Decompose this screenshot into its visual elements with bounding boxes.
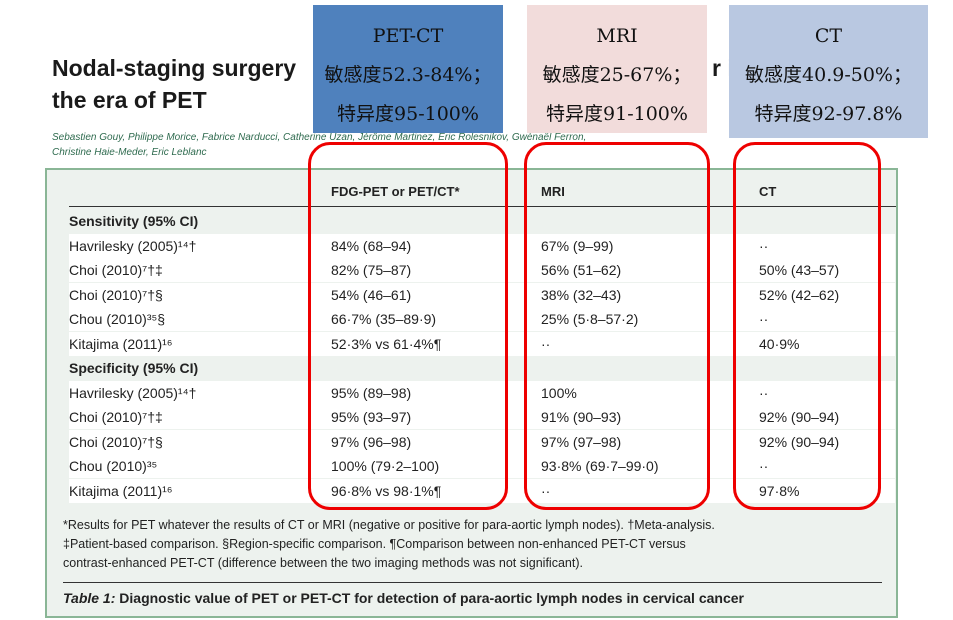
table-header-row: FDG-PET or PET/CT* MRI CT — [69, 180, 895, 204]
caption-divider — [63, 582, 882, 583]
mri-cell: 97% (97–98) — [541, 433, 622, 450]
callout-specificity: 特异度91-100% — [546, 103, 688, 125]
title-line-1-end: r i — [712, 55, 734, 81]
section-heading: Specificity (95% CI) — [69, 356, 895, 380]
mri-cell: 56% (51–62) — [541, 262, 622, 278]
study-cell: Choi (2010)⁷†‡ — [69, 409, 163, 425]
study-cell: Havrilesky (2005)¹⁴† — [69, 384, 197, 401]
section-label: Specificity (95% CI) — [69, 360, 199, 376]
title-line-2: the era of PET — [52, 87, 207, 113]
table-row: Kitajima (2011)¹⁶ 52·3% vs 61·4%¶ ·· 40·9% — [69, 331, 895, 356]
pet-cell: 95% (89–98) — [331, 384, 412, 401]
callout-title: CT — [814, 25, 843, 47]
callout-specificity: 特异度92-97.8% — [754, 103, 903, 125]
article-title: Nodal-staging surgery r i the era of PET — [52, 52, 752, 116]
table-row: Choi (2010)⁷†§ 54% (46–61) 38% (32–43) 52% … — [69, 282, 895, 307]
footnotes: *Results for PET whatever the results of… — [63, 516, 893, 573]
table-row: Choi (2010)⁷†§ 97% (96–98) 97% (97–98) 92% … — [69, 429, 895, 454]
highlight-pet-column — [308, 142, 508, 510]
study-cell: Choi (2010)⁷†§ — [69, 433, 163, 450]
callout-pet-ct: PET-CT 敏感度52.3-84%； 特异度95-100% — [313, 5, 503, 133]
ct-cell: 52% (42–62) — [759, 286, 840, 303]
mri-cell: 93·8% (69·7–99·0) — [541, 458, 659, 474]
table-row: Chou (2010)³⁵ 100% (79·2–100) 93·8% (69·7–… — [69, 454, 895, 478]
pet-cell: 82% (75–87) — [331, 262, 412, 278]
header-pet: FDG-PET or PET/CT* — [331, 184, 460, 199]
mri-cell: 38% (32–43) — [541, 286, 622, 303]
footnote-2: ‡Patient-based comparison. §Region-speci… — [63, 537, 686, 551]
ct-cell: ·· — [759, 384, 769, 401]
pet-cell: 52·3% vs 61·4%¶ — [331, 335, 442, 352]
pet-cell: 95% (93–97) — [331, 409, 412, 425]
callout-sensitivity: 敏感度40.9-50%； — [745, 64, 912, 86]
pet-cell: 54% (46–61) — [331, 286, 412, 303]
pet-cell: 66·7% (35–89·9) — [331, 311, 437, 327]
highlight-ct-column — [733, 142, 881, 510]
header-mri: MRI — [541, 184, 565, 199]
ct-cell: 92% (90–94) — [759, 409, 840, 425]
pet-cell: 96·8% vs 98·1%¶ — [331, 482, 442, 499]
ct-cell: ·· — [759, 311, 769, 327]
table-row: Chou (2010)³⁵§ 66·7% (35–89·9) 25% (5·8–57… — [69, 307, 895, 331]
highlight-mri-column — [524, 142, 710, 510]
table-row: Havrilesky (2005)¹⁴† 84% (68–94) 67% (9–99… — [69, 233, 895, 258]
study-cell: Chou (2010)³⁵ — [69, 458, 158, 474]
header-ct: CT — [759, 184, 777, 199]
callout-specificity: 特异度95-100% — [337, 103, 479, 125]
ct-cell: 97·8% — [759, 482, 800, 499]
table-row: Choi (2010)⁷†‡ 82% (75–87) 56% (51–62) 50% … — [69, 258, 895, 282]
title-line-1: Nodal-staging surgery — [52, 55, 297, 81]
table-row: Choi (2010)⁷†‡ 95% (93–97) 91% (90–93) 92% … — [69, 405, 895, 429]
authors-line-1: Sebastien Gouy, Philippe Morice, Fabrice… — [52, 132, 587, 143]
study-cell: Choi (2010)⁷†§ — [69, 286, 163, 303]
caption-text: Diagnostic value of PET or PET-CT for de… — [115, 590, 744, 606]
mri-cell: ·· — [541, 335, 551, 352]
study-cell: Havrilesky (2005)¹⁴† — [69, 237, 197, 254]
callout-sensitivity: 敏感度52.3-84%； — [324, 64, 492, 86]
callout-ct: CT 敏感度40.9-50%； 特异度92-97.8% — [729, 5, 928, 138]
ct-cell: 92% (90–94) — [759, 433, 840, 450]
ct-cell: ·· — [759, 458, 769, 474]
ct-cell: 40·9% — [759, 335, 800, 352]
study-cell: Choi (2010)⁷†‡ — [69, 262, 163, 278]
pet-cell: 100% (79·2–100) — [331, 458, 440, 474]
callout-sensitivity: 敏感度25-67%； — [542, 64, 692, 86]
mri-cell: 100% — [541, 384, 577, 401]
authors-line-2: Christine Haie-Meder, Eric Leblanc — [52, 147, 207, 158]
caption-label: Table 1: — [63, 590, 116, 606]
study-cell: Chou (2010)³⁵§ — [69, 311, 166, 327]
header-divider — [69, 206, 896, 207]
table-row: Kitajima (2011)¹⁶ 96·8% vs 98·1%¶ ·· 97·8% — [69, 478, 895, 503]
table-row: Havrilesky (2005)¹⁴† 95% (89–98) 100% ·· — [69, 380, 895, 405]
footnote-1: *Results for PET whatever the results of… — [63, 518, 715, 532]
callout-title: PET-CT — [372, 25, 444, 47]
footnote-3: contrast-enhanced PET-CT (difference bet… — [63, 556, 583, 570]
callout-mri: MRI 敏感度25-67%； 特异度91-100% — [527, 5, 707, 133]
ct-cell: ·· — [759, 237, 769, 254]
pet-cell: 97% (96–98) — [331, 433, 412, 450]
mri-cell: 91% (90–93) — [541, 409, 622, 425]
section-label: Sensitivity (95% CI) — [69, 213, 199, 229]
ct-cell: 50% (43–57) — [759, 262, 840, 278]
mri-cell: 25% (5·8–57·2) — [541, 311, 639, 327]
table-caption: Table 1: Diagnostic value of PET or PET-… — [63, 590, 744, 606]
mri-cell: 67% (9–99) — [541, 237, 614, 254]
table-panel: FDG-PET or PET/CT* MRI CT *Results for P… — [45, 168, 898, 618]
authors: Sebastien Gouy, Philippe Morice, Fabrice… — [52, 130, 692, 160]
callout-title: MRI — [596, 25, 638, 47]
section-heading: Sensitivity (95% CI) — [69, 209, 895, 233]
study-cell: Kitajima (2011)¹⁶ — [69, 335, 173, 352]
study-cell: Kitajima (2011)¹⁶ — [69, 482, 173, 499]
pet-cell: 84% (68–94) — [331, 237, 412, 254]
